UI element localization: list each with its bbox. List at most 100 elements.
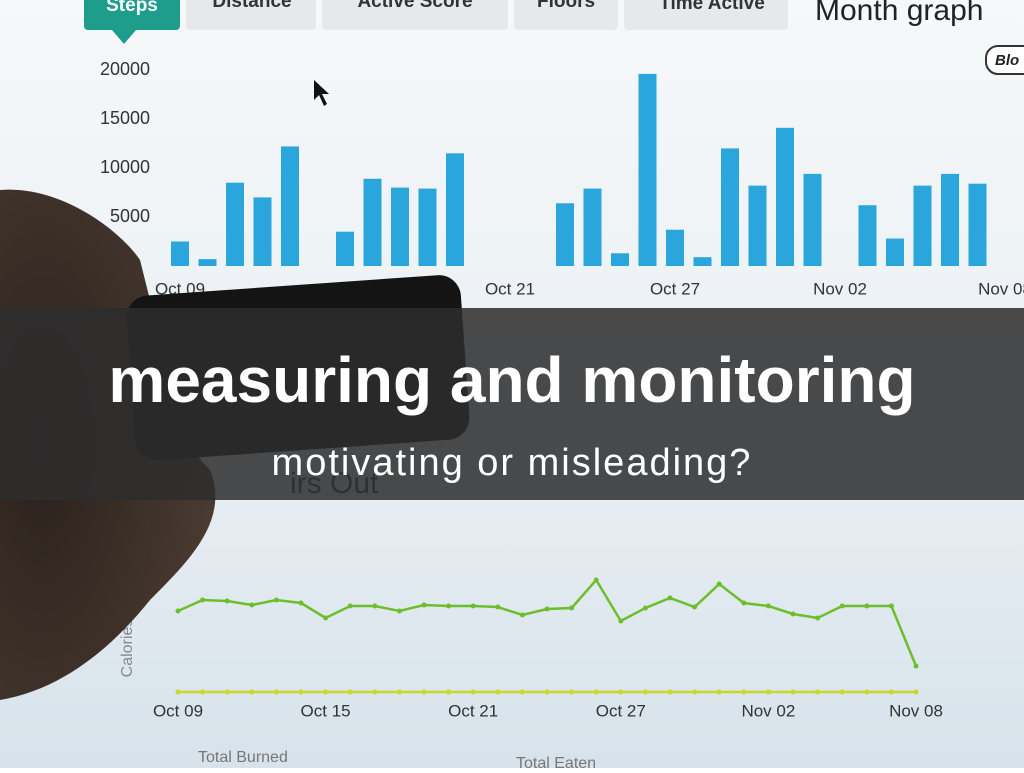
point xyxy=(495,689,501,695)
x-tick-label: Oct 27 xyxy=(650,279,700,298)
point xyxy=(839,689,845,695)
x-tick-label: Oct 15 xyxy=(301,701,351,720)
y-tick-label: 5000 xyxy=(110,206,150,226)
bar xyxy=(886,238,904,266)
point xyxy=(298,600,304,606)
tab-label[interactable]: Distance xyxy=(212,0,291,12)
bar xyxy=(446,153,464,266)
bar xyxy=(776,127,794,266)
point xyxy=(618,689,624,695)
tab-label[interactable]: Steps xyxy=(106,0,158,16)
point xyxy=(667,689,673,695)
point xyxy=(765,689,771,695)
point xyxy=(519,689,525,695)
bar xyxy=(583,188,602,266)
point xyxy=(888,689,894,695)
bar xyxy=(198,259,217,266)
y-axis-label: Calories xyxy=(119,619,136,678)
point xyxy=(864,689,870,695)
point xyxy=(372,603,378,609)
point xyxy=(839,603,845,609)
tab xyxy=(322,0,508,30)
x-tick-label: Nov 08 xyxy=(889,701,943,720)
tab-bar: Steps Distance Active Score Floors Time … xyxy=(84,0,1024,106)
x-tick-label: Nov 02 xyxy=(813,279,867,298)
bar xyxy=(336,231,354,266)
tab-active xyxy=(84,0,180,30)
y-tick-label: 15000 xyxy=(100,108,150,128)
point xyxy=(913,689,919,695)
point xyxy=(716,581,722,587)
bar xyxy=(941,173,959,266)
point xyxy=(470,603,476,609)
point xyxy=(544,689,550,695)
bar xyxy=(858,205,877,266)
point xyxy=(790,689,796,695)
mouse-cursor xyxy=(314,80,329,106)
point xyxy=(347,689,353,695)
point xyxy=(298,689,304,695)
bar xyxy=(556,203,574,266)
point xyxy=(864,603,870,609)
bar xyxy=(171,241,189,266)
button[interactable] xyxy=(985,45,1024,75)
x-tick-label: Oct 27 xyxy=(596,701,646,720)
bar xyxy=(913,185,932,266)
bar xyxy=(253,197,272,266)
bar xyxy=(693,257,712,266)
legend-label: Total Eaten xyxy=(516,755,596,768)
tab-label[interactable]: Active Score xyxy=(357,0,472,12)
tab-label[interactable]: Floors xyxy=(537,0,595,12)
point xyxy=(716,689,722,695)
point xyxy=(790,611,796,617)
point xyxy=(273,597,279,603)
x-tick-label: Oct 09 xyxy=(153,701,203,720)
point xyxy=(741,689,747,695)
bar xyxy=(391,187,409,266)
point xyxy=(519,612,525,618)
tab-label[interactable]: Time Active xyxy=(659,0,765,14)
point xyxy=(593,577,599,583)
point xyxy=(470,689,476,695)
point xyxy=(815,689,821,695)
point xyxy=(667,595,673,601)
point xyxy=(421,689,427,695)
view-label: Month graph xyxy=(815,0,983,27)
point xyxy=(224,689,230,695)
point xyxy=(372,689,378,695)
point xyxy=(249,602,255,608)
point xyxy=(692,604,698,610)
point xyxy=(446,689,452,695)
point xyxy=(323,689,329,695)
bar xyxy=(803,173,822,266)
point xyxy=(569,689,575,695)
point xyxy=(273,689,279,695)
point xyxy=(815,615,821,621)
point xyxy=(396,689,402,695)
y-tick-label: 10000 xyxy=(100,157,150,177)
point xyxy=(323,615,329,621)
point xyxy=(593,689,599,695)
button-label[interactable]: Blo xyxy=(995,52,1019,69)
slide-title: measuring and monitoring xyxy=(108,344,915,416)
bar xyxy=(638,73,657,266)
point xyxy=(200,689,206,695)
point xyxy=(642,605,648,611)
tab-pointer xyxy=(112,30,136,44)
point xyxy=(765,603,771,609)
bar xyxy=(748,185,767,266)
point xyxy=(692,689,698,695)
bar xyxy=(363,178,382,266)
bar xyxy=(968,183,987,266)
point xyxy=(618,618,624,624)
point xyxy=(495,604,501,610)
point xyxy=(347,603,353,609)
point xyxy=(642,689,648,695)
point xyxy=(741,600,747,606)
tab xyxy=(186,0,316,30)
bar xyxy=(666,229,684,266)
point xyxy=(175,689,181,695)
bar xyxy=(281,146,299,266)
